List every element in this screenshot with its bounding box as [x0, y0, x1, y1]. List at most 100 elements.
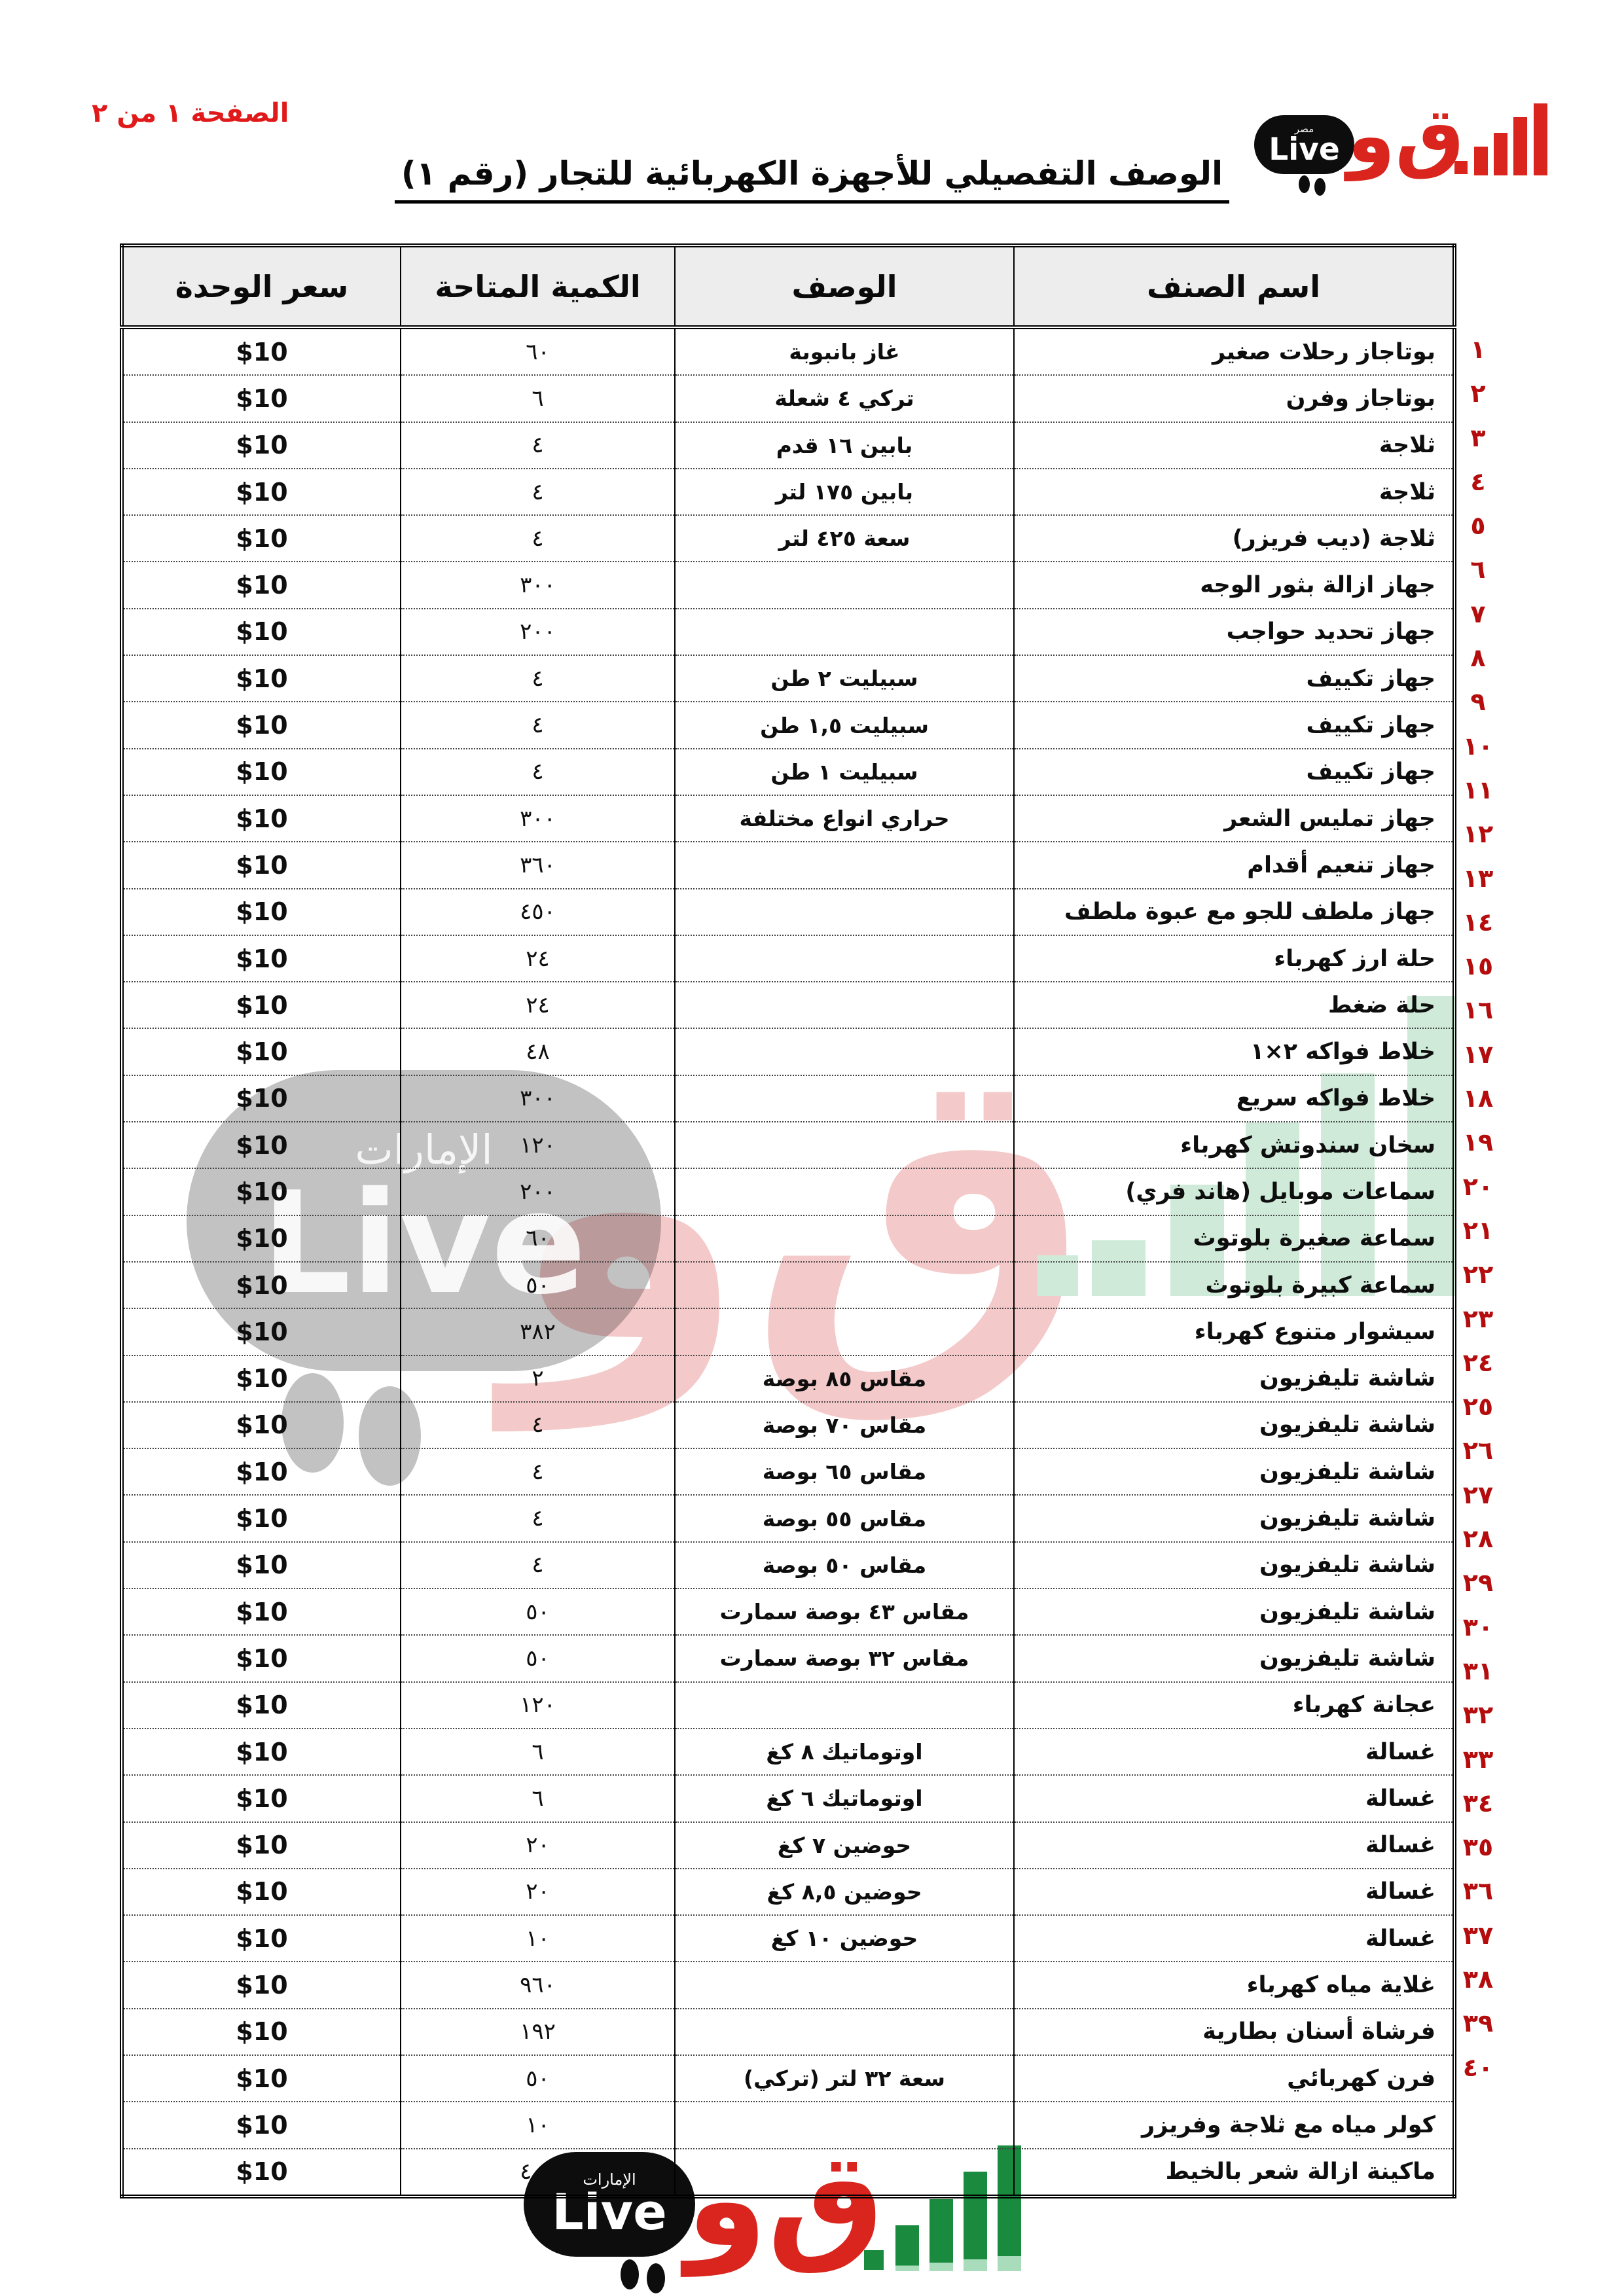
table-row: جهاز تكييف سبيليت ١ طن ٤ $10: [121, 747, 1455, 795]
signal-bars-icon: [1494, 133, 1507, 175]
cell-qty: ١٢٠: [400, 1121, 676, 1169]
table-header-row: اسم الصنف الوصف الكمية المتاحة سعر الوحد…: [121, 245, 1455, 329]
cell-desc: سبيليت ٢ طن: [674, 655, 1015, 702]
cell-price: $10: [121, 421, 401, 469]
brand-country-label: مصر: [1294, 123, 1314, 135]
table-row: جهاز ازالة بثور الوجه ٣٠٠ $10: [121, 561, 1455, 609]
cell-price: $10: [121, 841, 401, 889]
row-number: ١٩: [1462, 1128, 1494, 1157]
row-number: ١١: [1462, 775, 1494, 804]
cell-desc: [674, 561, 1015, 609]
cell-qty: ٤: [400, 747, 676, 795]
cell-price: $10: [121, 1541, 401, 1589]
cell-desc: سعة ٤٢٥ لتر: [674, 514, 1015, 562]
table-row: بوتاجاز وفرن تركي ٤ شعلة ٦ $10: [121, 374, 1455, 422]
cell-name: جهاز تنعيم أقدام: [1013, 841, 1455, 889]
cell-qty: ٥٠: [400, 1261, 676, 1309]
row-number: ١: [1470, 335, 1486, 364]
table-row: غسالة حوضين ٨,٥ كغ ٢٠ $10: [121, 1867, 1455, 1916]
cell-desc: سبيليت ١,٥ طن: [674, 701, 1015, 749]
row-number: ٨: [1470, 643, 1486, 673]
table-row: شاشة تليفزيون مقاس ٦٥ بوصة ٤ $10: [121, 1448, 1455, 1496]
table-row: شاشة تليفزيون مقاس ٧٠ بوصة ٤ $10: [121, 1401, 1455, 1449]
cell-name: خلاط فواكه ٢×١: [1013, 1028, 1455, 1075]
cell-price: $10: [121, 1401, 401, 1449]
row-number: ٢٢: [1462, 1260, 1494, 1289]
cell-qty: ٥٠: [400, 1634, 676, 1682]
brand-live-label: Live: [1269, 132, 1340, 168]
cell-name: شاشة تليفزيون: [1013, 1448, 1455, 1496]
cell-qty: ٢٤: [400, 934, 676, 982]
cell-price: $10: [121, 1867, 401, 1916]
table-row: كولر مياه مع ثلاجة وفريزر ١٠ $10: [121, 2101, 1455, 2149]
cell-qty: ٣٠٠: [400, 561, 676, 609]
row-number: ٣٢: [1462, 1700, 1494, 1730]
row-number: ٣٥: [1462, 1833, 1494, 1862]
cell-price: $10: [121, 514, 401, 562]
cell-desc: مقاس ٧٠ بوصة: [674, 1401, 1015, 1449]
cell-name: غلاية مياه كهرباء: [1013, 1961, 1455, 2009]
table-row: حلة ضغط ٢٤ $10: [121, 981, 1455, 1029]
cell-name: خلاط فواكه سريع: [1013, 1074, 1455, 1122]
cell-qty: ٢٠٠: [400, 1168, 676, 1215]
cell-name: شاشة تليفزيون: [1013, 1401, 1455, 1449]
cell-name: سماعة صغيرة بلوتوث: [1013, 1214, 1455, 1262]
cell-qty: ٤: [400, 1401, 676, 1449]
cell-name: جهاز تكييف: [1013, 701, 1455, 749]
cell-qty: ٤: [400, 1494, 676, 1542]
cell-name: ثلاجة: [1013, 421, 1455, 469]
signal-bars-icon: [895, 2225, 919, 2271]
row-number: ١٨: [1462, 1084, 1494, 1113]
cell-qty: ٤: [400, 1448, 676, 1496]
cell-qty: ١٠: [400, 1914, 676, 1962]
cell-desc: [674, 2147, 1015, 2197]
table-row: جهاز تحديد حواجب ٢٠٠ $10: [121, 607, 1455, 656]
cell-desc: حوضين ٧ كغ: [674, 1821, 1015, 1869]
table-row: خلاط فواكه سريع ٣٠٠ $10: [121, 1074, 1455, 1122]
row-number: ١٠: [1462, 731, 1494, 761]
items-table-wrap: اسم الصنف الوصف الكمية المتاحة سعر الوحد…: [120, 243, 1456, 2198]
cell-name: غسالة: [1013, 1821, 1455, 1869]
cell-price: $10: [121, 1821, 401, 1869]
table-row: فرشاة أسنان بطارية ١٩٢ $10: [121, 2007, 1455, 2055]
cell-price: $10: [121, 1681, 401, 1729]
cell-name: سماعة كبيرة بلوتوث: [1013, 1261, 1455, 1309]
cell-qty: ١٩٢: [400, 2007, 676, 2055]
cell-desc: غاز بانبوبة: [674, 326, 1015, 376]
table-row: ثلاجة (ديب فريزر) سعة ٤٢٥ لتر ٤ $10: [121, 514, 1455, 562]
cell-name: جهاز تحديد حواجب: [1013, 607, 1455, 656]
table-row: سماعات موبايل (هاند فري) ٢٠٠ $10: [121, 1168, 1455, 1215]
cell-desc: [674, 1961, 1015, 2009]
cell-name: ماكينة ازالة شعر بالخيط: [1013, 2147, 1455, 2197]
cell-desc: [674, 841, 1015, 889]
logo-dot: [647, 2263, 665, 2293]
cell-desc: حوضين ٨,٥ كغ: [674, 1867, 1015, 1916]
row-number: ١٧: [1462, 1039, 1494, 1069]
cell-price: $10: [121, 1961, 401, 2009]
row-number: ٢٤: [1462, 1348, 1494, 1377]
table-row: ثلاجة بابين ١٦ قدم ٤ $10: [121, 421, 1455, 469]
cell-desc: سبيليت ١ طن: [674, 747, 1015, 795]
cell-desc: مقاس ٥٠ بوصة: [674, 1541, 1015, 1589]
cell-name: جهاز تكييف: [1013, 655, 1455, 702]
cell-name: شاشة تليفزيون: [1013, 1354, 1455, 1402]
cell-name: فرن كهربائي: [1013, 2054, 1455, 2102]
cell-name: غسالة: [1013, 1867, 1455, 1916]
header-quantity: الكمية المتاحة: [400, 245, 676, 329]
cell-price: $10: [121, 326, 401, 376]
cell-desc: اوتوماتيك ٨ كغ: [674, 1727, 1015, 1776]
row-number-column: ١ ٢ ٣ ٤ ٥ ٦ ٧ ٨ ٩ ١٠ ١١ ١٢ ١٣ ١٤ ١٥ ١٦ ١٧ ١٨ ١٩ ٢٠ ٢١ ٢٢ ٢٣ ٢٤ ٢…: [1454, 328, 1502, 2090]
cell-name: جهاز ملطف للجو مع عبوة ملطف: [1013, 888, 1455, 935]
cell-price: $10: [121, 1354, 401, 1402]
cell-desc: [674, 1681, 1015, 1729]
cell-desc: مقاس ٤٣ بوصة سمارت: [674, 1588, 1015, 1636]
cell-name: جهاز تمليس الشعر: [1013, 794, 1455, 842]
page-number-label: الصفحة ١ من ٢: [92, 98, 289, 128]
row-number: ٣٨: [1462, 1964, 1494, 1994]
cell-price: $10: [121, 1914, 401, 1962]
logo-dot: [1299, 175, 1310, 193]
cell-price: $10: [121, 1121, 401, 1169]
cell-desc: مقاس ٦٥ بوصة: [674, 1448, 1015, 1496]
cell-name: شاشة تليفزيون: [1013, 1541, 1455, 1589]
